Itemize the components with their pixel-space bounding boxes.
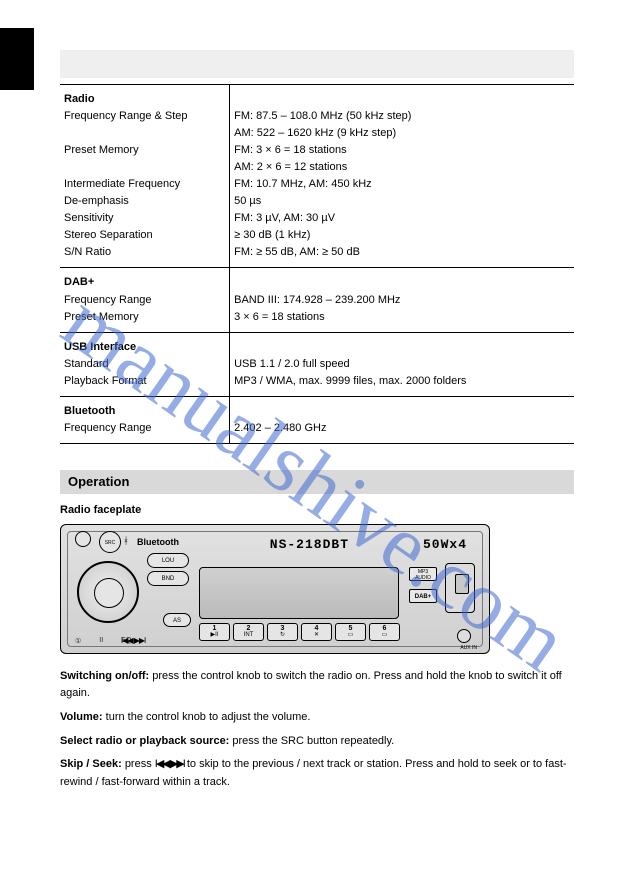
model-label: NS-218DBT <box>270 537 349 552</box>
spec-row-value: FM: 87.5 – 108.0 MHz (50 kHz step) AM: 5… <box>230 85 574 268</box>
spec-row-label: Bluetooth Frequency Range <box>60 396 230 443</box>
spec-row-value: BAND III: 174.928 – 239.200 MHz 3 × 6 = … <box>230 268 574 332</box>
title-bar <box>60 50 574 78</box>
spec-row-label: DAB+ Frequency Range Preset Memory <box>60 268 230 332</box>
control-knob <box>77 561 139 623</box>
bluetooth-icon: ᚼ <box>123 536 129 547</box>
spec-table: Radio Frequency Range & Step Preset Memo… <box>60 84 574 444</box>
preset-key: 1▶II <box>199 623 230 641</box>
skip-icons: I◀◀ ▶▶I <box>155 758 184 770</box>
seek-icons: I◀◀ ▶▶I <box>121 636 145 645</box>
src-button: SRC <box>99 531 121 553</box>
preset-key: 4✕ <box>301 623 332 641</box>
radio-illustration: ᚼ Bluetooth NS-218DBT 50Wx4 SRC LOU BND … <box>60 524 574 654</box>
usb-port <box>445 563 475 613</box>
power-label: 50Wx4 <box>423 537 467 552</box>
spec-row-value: 2.402 – 2.480 GHz <box>230 396 574 443</box>
mp3-badge: MP3 AUDIO <box>409 567 437 581</box>
page-edge-tab <box>0 28 34 90</box>
lou-key: LOU <box>147 553 189 568</box>
as-key: AS <box>163 613 191 627</box>
preset-key: 5▭ <box>335 623 366 641</box>
spec-row-label: Radio Frequency Range & Step Preset Memo… <box>60 85 230 268</box>
preset-key: 3↻ <box>267 623 298 641</box>
spec-row-label: USB Interface Standard Playback Format <box>60 332 230 396</box>
eject-button <box>75 531 91 547</box>
bluetooth-label: Bluetooth <box>137 537 179 547</box>
spec-row-value: USB 1.1 / 2.0 full speed MP3 / WMA, max.… <box>230 332 574 396</box>
preset-key: 2INT <box>233 623 264 641</box>
dab-badge: DAB+ <box>409 589 437 603</box>
section-heading: Operation <box>60 470 574 494</box>
preset-key: 6▭ <box>369 623 400 641</box>
aux-jack <box>457 629 471 643</box>
lcd-display <box>199 567 399 619</box>
body-text: Switching on/off: press the control knob… <box>60 668 574 792</box>
bnd-key: BND <box>147 571 189 586</box>
aux-label: AUX IN <box>460 645 477 651</box>
section-subheading: Radio faceplate <box>60 504 574 516</box>
